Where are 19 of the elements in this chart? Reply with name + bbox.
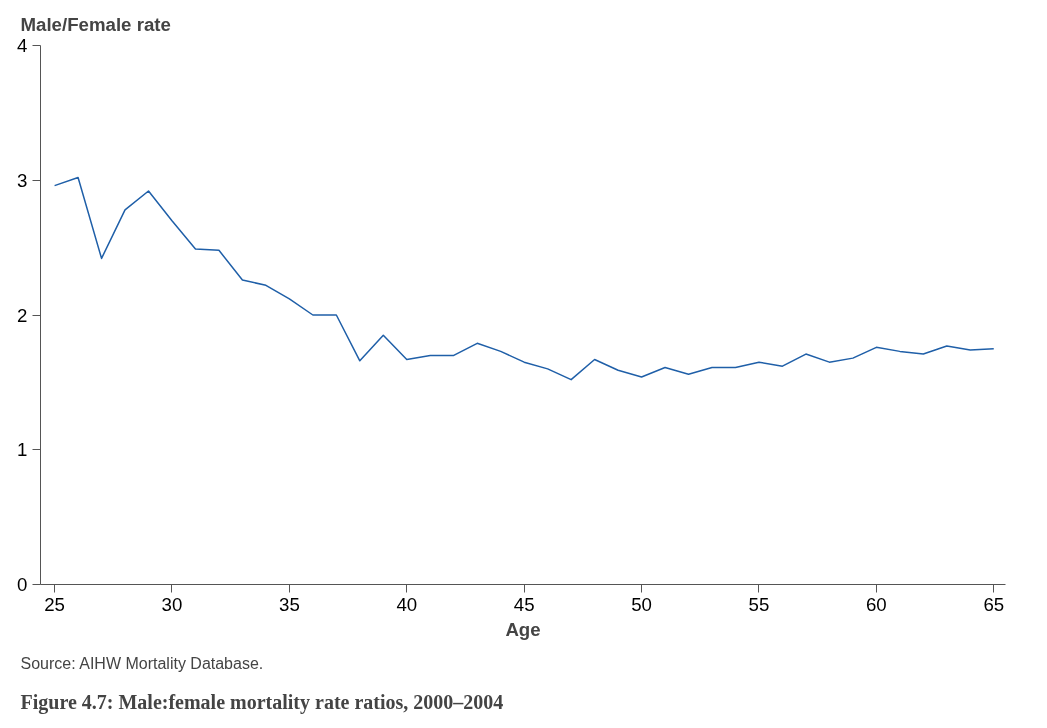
x-tick-label: 25: [44, 593, 65, 615]
x-axis-title: Age: [505, 618, 541, 640]
y-tick-label: 3: [17, 169, 28, 191]
y-tick-label: 1: [17, 439, 28, 461]
x-tick-label: 50: [631, 593, 652, 615]
x-tick-label: 45: [513, 593, 535, 615]
source-note: Source: AIHW Mortality Database.: [20, 654, 264, 672]
x-tick-label: 40: [396, 593, 418, 615]
y-axis-title: Male/Female rate: [20, 13, 171, 35]
x-tick-label: 60: [865, 593, 887, 615]
y-tick-label: 4: [17, 35, 28, 56]
x-tick-label: 55: [748, 593, 770, 615]
x-tick-label: 65: [983, 593, 1005, 615]
y-tick-label: 0: [17, 574, 28, 595]
line-series: [53, 176, 995, 381]
x-tick-label: 30: [161, 593, 183, 615]
text: Figure 4.7: Male:female mortality rate ratios, 2000–2004: [20, 691, 504, 714]
y-tick-label: 2: [17, 304, 28, 326]
x-tick-label: 35: [279, 593, 300, 615]
